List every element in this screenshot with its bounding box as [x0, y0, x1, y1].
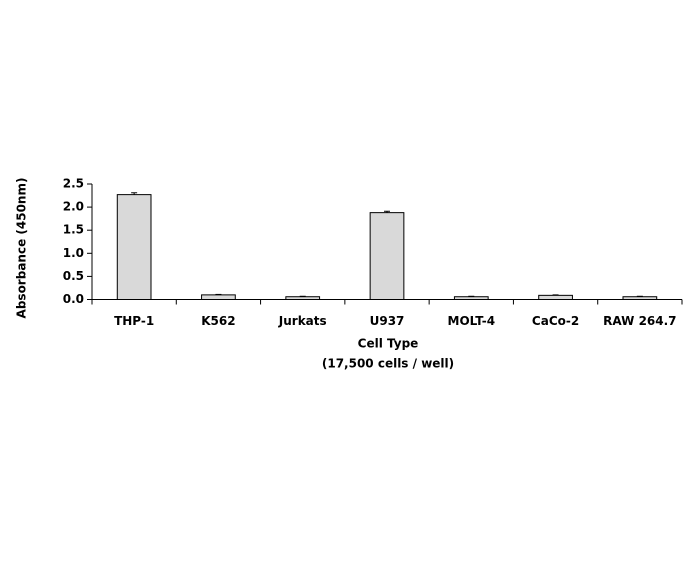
bar [285, 296, 321, 300]
bar [201, 294, 236, 301]
y-axis-label: Absorbance (450nm) [15, 178, 29, 319]
x-tick-label: MOLT-4 [448, 314, 496, 328]
y-tick-label: 2.0 [63, 200, 84, 214]
x-tick-label: THP-1 [114, 314, 154, 328]
bar [116, 194, 152, 301]
bar [453, 296, 489, 300]
x-tick-label: U937 [370, 314, 405, 328]
x-tick-label: RAW 264.7 [603, 314, 676, 328]
y-tick-label: 0.0 [63, 292, 84, 306]
x-tick-label: K562 [201, 314, 235, 328]
y-tick-label: 1.5 [63, 223, 84, 237]
x-axis-sublabel: (17,500 cells / well) [322, 357, 454, 371]
x-axis-label: Cell Type [358, 337, 419, 351]
bar [538, 294, 573, 301]
y-tick-label: 0.5 [63, 269, 84, 283]
bar [622, 296, 658, 300]
y-tick-label: 2.5 [63, 177, 84, 191]
x-tick-label: CaCo-2 [532, 314, 579, 328]
x-tick-label: Jurkats [278, 314, 327, 328]
y-tick-label: 1.0 [63, 246, 84, 260]
bar [369, 212, 405, 300]
